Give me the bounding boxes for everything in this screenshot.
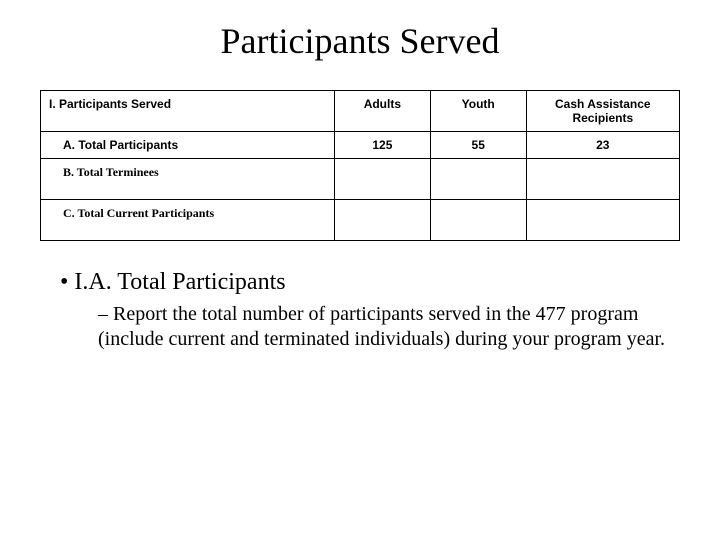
table-cell <box>334 159 430 200</box>
table-cell: 23 <box>526 132 679 159</box>
slide: Participants Served I. Participants Serv… <box>0 0 720 540</box>
table-cell <box>334 200 430 241</box>
table-cell <box>430 159 526 200</box>
bullet-marker: • <box>60 269 74 295</box>
participants-table: I. Participants Served Adults Youth Cash… <box>40 90 680 241</box>
row-label: B. Total Terminees <box>41 159 335 200</box>
bullet-list: • I.A. Total Participants – Report the t… <box>60 269 680 352</box>
bullet-level2: – Report the total number of participant… <box>98 302 678 352</box>
bullet-text: I.A. Total Participants <box>74 269 285 295</box>
table-row: A. Total Participants 125 55 23 <box>41 132 680 159</box>
table-col-header: Youth <box>430 91 526 132</box>
table-cell <box>526 159 679 200</box>
table-row: C. Total Current Participants <box>41 200 680 241</box>
table-cell: 55 <box>430 132 526 159</box>
table-col-header: Cash Assistance Recipients <box>526 91 679 132</box>
table-header-row: I. Participants Served Adults Youth Cash… <box>41 91 680 132</box>
bullet-text: Report the total number of participants … <box>98 303 665 350</box>
table-row: B. Total Terminees <box>41 159 680 200</box>
page-title: Participants Served <box>40 20 680 62</box>
table-cell: 125 <box>334 132 430 159</box>
row-label: C. Total Current Participants <box>41 200 335 241</box>
table-cell <box>526 200 679 241</box>
table-section-header: I. Participants Served <box>41 91 335 132</box>
bullet-marker: – <box>98 303 113 325</box>
table-cell <box>430 200 526 241</box>
row-label: A. Total Participants <box>41 132 335 159</box>
table-col-header: Adults <box>334 91 430 132</box>
bullet-level1: • I.A. Total Participants <box>60 269 680 296</box>
